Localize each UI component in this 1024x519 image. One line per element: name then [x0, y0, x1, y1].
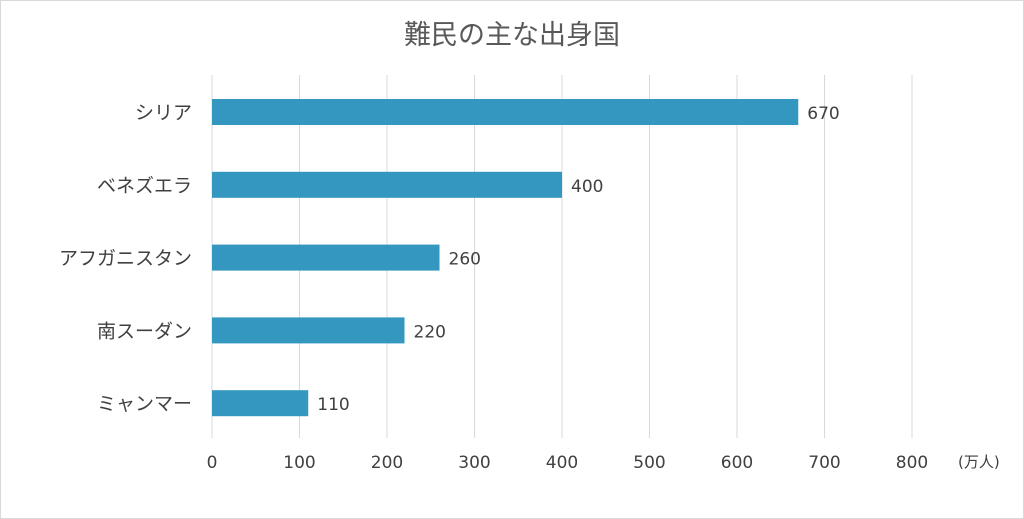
x-tick-label-0: 0 [207, 453, 218, 473]
data-label-3: 220 [414, 322, 446, 342]
x-tick-label-8: 800 [896, 453, 928, 473]
category-label-3: 南スーダン [97, 320, 192, 342]
x-tick-label-5: 500 [633, 453, 665, 473]
x-axis-tick-labels: 0 100 200 300 400 500 600 700 800 [207, 453, 929, 473]
category-label-4: ミャンマー [97, 393, 192, 415]
x-axis-unit-label: (万人) [958, 453, 1000, 471]
bar-3 [212, 317, 405, 344]
bars [212, 99, 799, 417]
grid-lines [211, 75, 913, 438]
bar-4 [212, 390, 309, 417]
data-label-0: 670 [807, 104, 839, 124]
bar-2 [212, 244, 440, 271]
data-label-4: 110 [317, 395, 349, 415]
data-label-2: 260 [449, 250, 481, 270]
x-tick-label-3: 300 [458, 453, 490, 473]
x-tick-label-1: 100 [283, 453, 315, 473]
bar-1 [212, 171, 562, 198]
data-labels: 670 400 260 220 110 [317, 104, 839, 415]
x-tick-label-6: 600 [721, 453, 753, 473]
x-tick-label-2: 200 [371, 453, 403, 473]
x-tick-label-7: 700 [808, 453, 840, 473]
data-label-1: 400 [571, 177, 603, 197]
category-label-2: アフガニスタン [59, 248, 192, 270]
category-label-1: ベネズエラ [97, 175, 192, 197]
chart-title: 難民の主な出身国 [404, 20, 620, 51]
x-tick-label-4: 400 [546, 453, 578, 473]
bar-0 [212, 99, 799, 125]
category-label-0: シリア [135, 102, 192, 124]
